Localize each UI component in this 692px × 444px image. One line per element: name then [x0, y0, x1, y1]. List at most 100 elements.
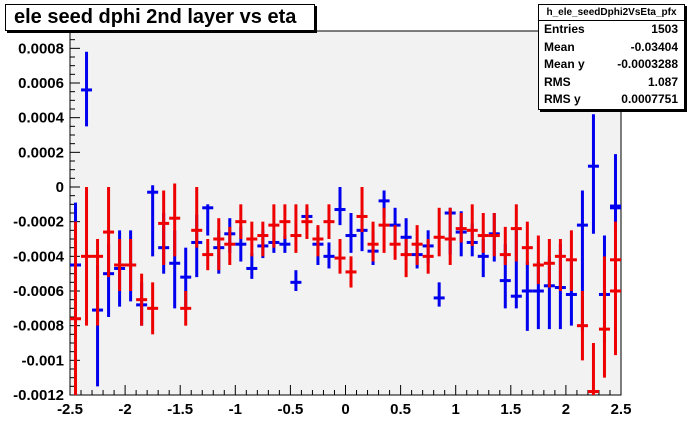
stats-value: 1.087 [647, 74, 678, 89]
y-tick-label: -0.0004 [13, 248, 65, 265]
data-point [565, 230, 577, 291]
x-tick-label: 2 [562, 401, 570, 418]
data-point [587, 343, 599, 395]
y-tick-label: 0.0002 [18, 144, 64, 161]
stats-label: Mean [544, 39, 575, 54]
stats-row-entries: Entries 1503 [539, 21, 684, 39]
x-axis: -2.5 -2 -1.5 -1 -0.5 0 0.5 1 1.5 2 2.5 [57, 385, 631, 418]
x-tick-label: 1 [452, 401, 460, 418]
data-point [334, 187, 346, 226]
data-point [323, 204, 335, 239]
data-point [169, 183, 181, 257]
data-point [433, 207, 445, 257]
y-tick-label: -0.0002 [13, 214, 64, 231]
data-point [411, 225, 423, 265]
data-point [147, 282, 159, 335]
data-point [312, 225, 324, 257]
data-point [521, 221, 533, 265]
stats-value: 0.0007751 [621, 92, 678, 107]
x-tick-label: -1.5 [167, 401, 193, 418]
data-point [257, 221, 269, 257]
data-point [180, 291, 192, 326]
x-tick-label: 0.5 [390, 401, 411, 418]
y-tick-label: -0.001 [21, 352, 64, 369]
data-point [202, 239, 214, 271]
data-point [323, 242, 335, 269]
data-point [301, 204, 313, 239]
data-point [290, 270, 302, 291]
data-point [400, 239, 412, 278]
data-point [246, 252, 258, 279]
data-point [598, 256, 610, 378]
data-point [356, 187, 368, 233]
data-point [367, 221, 379, 262]
data-point [345, 256, 357, 288]
data-series [70, 51, 621, 395]
stats-row-rms-y: RMS y 0.0007751 [539, 91, 684, 109]
data-point [103, 187, 115, 278]
data-point [158, 190, 170, 265]
data-point [246, 221, 258, 257]
data-point [422, 239, 434, 274]
y-axis: -0.0012 -0.001 -0.0008 -0.0006 -0.0004 -0.000… [13, 30, 80, 404]
series-red [70, 183, 621, 395]
data-point [587, 114, 599, 234]
y-tick-label: 0.0008 [18, 40, 64, 57]
y-tick-label: -0.0006 [13, 283, 64, 300]
y-tick-label: -0.0008 [13, 318, 64, 335]
stats-value: -0.0003288 [617, 57, 678, 72]
data-point [114, 239, 126, 291]
data-point [235, 204, 247, 239]
stats-label: RMS y [544, 92, 581, 107]
data-point [268, 204, 280, 248]
data-point [532, 235, 544, 285]
data-point [125, 239, 137, 291]
data-point [92, 239, 104, 326]
data-point [81, 51, 93, 127]
stats-label: Mean y [544, 57, 585, 72]
x-tick-label: -1 [229, 401, 242, 418]
stats-row-mean: Mean -0.03404 [539, 39, 684, 57]
x-tick-label: -0.5 [277, 401, 303, 418]
x-tick-label: 0 [341, 401, 349, 418]
data-point [389, 225, 401, 260]
data-point [609, 195, 621, 222]
stats-histogram-name: h_ele_seedDphi2VsEta_pfx [539, 5, 684, 21]
stats-row-rms: RMS 1.087 [539, 74, 684, 92]
data-point [576, 291, 588, 361]
y-tick-label: 0 [56, 179, 64, 196]
data-point [70, 221, 82, 395]
data-point [444, 207, 456, 265]
stats-label: Entries [544, 22, 585, 36]
stats-box: h_ele_seedDphi2VsEta_pfx Entries 1503 Me… [538, 4, 685, 110]
data-point [609, 239, 621, 356]
data-point [334, 239, 346, 274]
data-point [554, 239, 566, 291]
data-point [466, 204, 478, 246]
data-point [147, 185, 159, 257]
data-point [202, 204, 214, 236]
x-tick-label: -2 [118, 401, 131, 418]
data-point [521, 261, 533, 331]
stats-label: RMS [544, 74, 571, 89]
x-tick-label: 1.5 [500, 401, 521, 418]
data-point [378, 207, 390, 253]
y-tick-label: -0.0012 [13, 387, 64, 404]
y-tick-label: 0.0004 [18, 110, 65, 127]
data-point [510, 204, 522, 262]
data-point [488, 213, 500, 257]
data-point [290, 204, 302, 253]
data-point [345, 213, 357, 253]
data-point [224, 226, 236, 265]
stats-value: -0.03404 [630, 39, 678, 54]
data-point [279, 204, 291, 239]
data-point [543, 239, 555, 288]
chart-title: ele seed dphi 2nd layer vs eta [5, 4, 315, 31]
data-point [455, 213, 467, 243]
data-point [191, 187, 203, 248]
data-point [136, 273, 148, 326]
x-tick-label: 2.5 [611, 401, 632, 418]
data-point [433, 282, 445, 307]
data-point [81, 187, 93, 326]
